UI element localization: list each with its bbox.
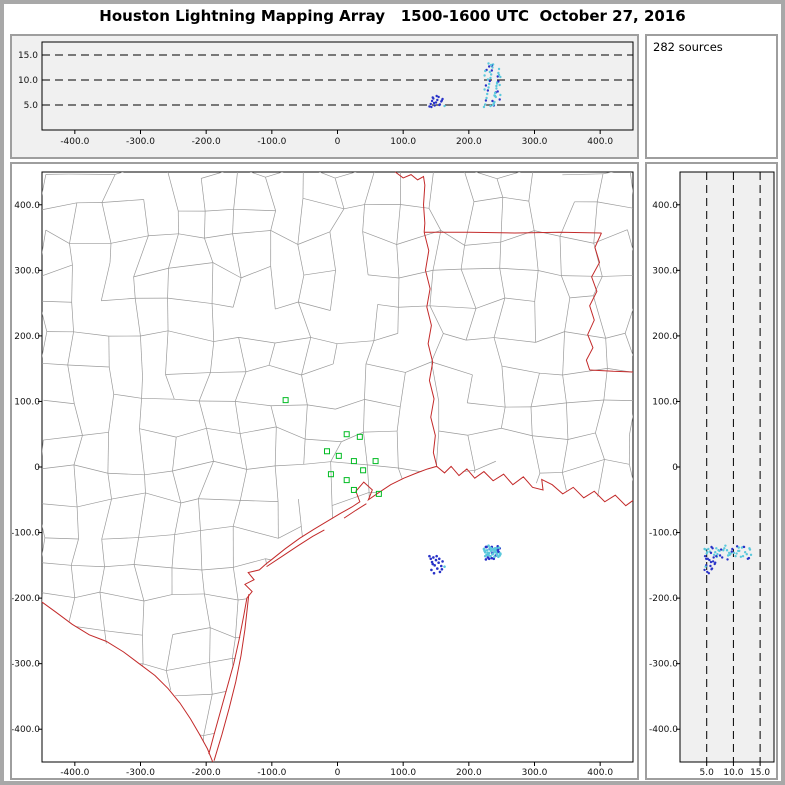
tick-label: 0 (34, 463, 40, 473)
sources-count-label: 282 sources (653, 40, 723, 54)
tick-label: -400.0 (60, 137, 89, 147)
page-title: Houston Lightning Mapping Array 1500-160… (99, 7, 686, 25)
plan-view-source-points (428, 544, 502, 575)
tick-label: 100.0 (652, 397, 678, 407)
tick-label: -300.0 (126, 768, 155, 778)
tick-label: 400.0 (587, 137, 613, 147)
tick-label: 100.0 (14, 397, 40, 407)
tick-label: 0 (672, 463, 678, 473)
tick-label: 10.0 (18, 76, 38, 86)
tick-label: -100.0 (257, 137, 286, 147)
station-markers (282, 397, 382, 497)
altitude-vs-north-south-plot: 5.0 10.0 15.0 400.0 300.0 200.0 100.0 0 -100.0 -2… (649, 171, 775, 778)
sources-info-panel: 282 sources (645, 34, 778, 159)
tick-label: 10.0 (723, 768, 743, 778)
tick-label: 0 (335, 137, 341, 147)
tick-label: -400.0 (60, 768, 89, 778)
tick-label: -100.0 (12, 529, 40, 539)
tick-label: 100.0 (390, 768, 416, 778)
tick-label: -400.0 (649, 725, 678, 735)
altitude-vs-east-west-plot: 5.0 10.0 15.0 -400.0 -300.0 -200.0 -100.0 0 100.… (18, 41, 634, 147)
tick-label: 400.0 (14, 201, 40, 211)
tick-label: 15.0 (18, 51, 38, 61)
tick-label: 5.0 (24, 101, 39, 111)
tick-label: -400.0 (12, 725, 40, 735)
tick-label: -300.0 (12, 660, 40, 670)
tick-label: 200.0 (652, 332, 678, 342)
tick-label: -300.0 (649, 660, 678, 670)
tick-label: 300.0 (522, 137, 548, 147)
tick-label: 300.0 (522, 768, 548, 778)
state-borders-and-coastline (41, 171, 634, 763)
tick-label: -200.0 (192, 768, 221, 778)
tick-label: -300.0 (126, 137, 155, 147)
altitude-vs-north-south-panel: 5.0 10.0 15.0 400.0 300.0 200.0 100.0 0 -100.0 -2… (645, 162, 778, 780)
alt-ns-plot-frame (679, 171, 775, 763)
plan-view-frame (41, 171, 634, 763)
tick-label: 5.0 (700, 768, 715, 778)
tick-label: 200.0 (14, 332, 40, 342)
tick-label: 400.0 (652, 201, 678, 211)
tick-label: 200.0 (456, 137, 482, 147)
tick-label: -100.0 (649, 529, 678, 539)
tick-label: -200.0 (649, 594, 678, 604)
tick-label: 15.0 (750, 768, 770, 778)
tick-label: 300.0 (652, 266, 678, 276)
tick-label: 200.0 (456, 768, 482, 778)
alt-ew-source-points (428, 62, 502, 109)
plan-view-map-panel: -400.0 -300.0 -200.0 -100.0 0 100.0 200.0 300.0… (10, 162, 639, 780)
altitude-vs-east-west-panel: 5.0 10.0 15.0 -400.0 -300.0 -200.0 -100.0 0 100.… (10, 34, 639, 159)
tick-label: -200.0 (12, 594, 40, 604)
tick-label: -200.0 (192, 137, 221, 147)
tick-label: -100.0 (257, 768, 286, 778)
tick-label: 400.0 (587, 768, 613, 778)
alt-ns-source-points (703, 544, 753, 575)
plan-view-map-plot: -400.0 -300.0 -200.0 -100.0 0 100.0 200.0 300.0… (12, 171, 634, 778)
tick-label: 0 (335, 768, 341, 778)
alt-ew-plot-frame (41, 41, 634, 131)
tick-label: 300.0 (14, 266, 40, 276)
tick-label: 100.0 (390, 137, 416, 147)
